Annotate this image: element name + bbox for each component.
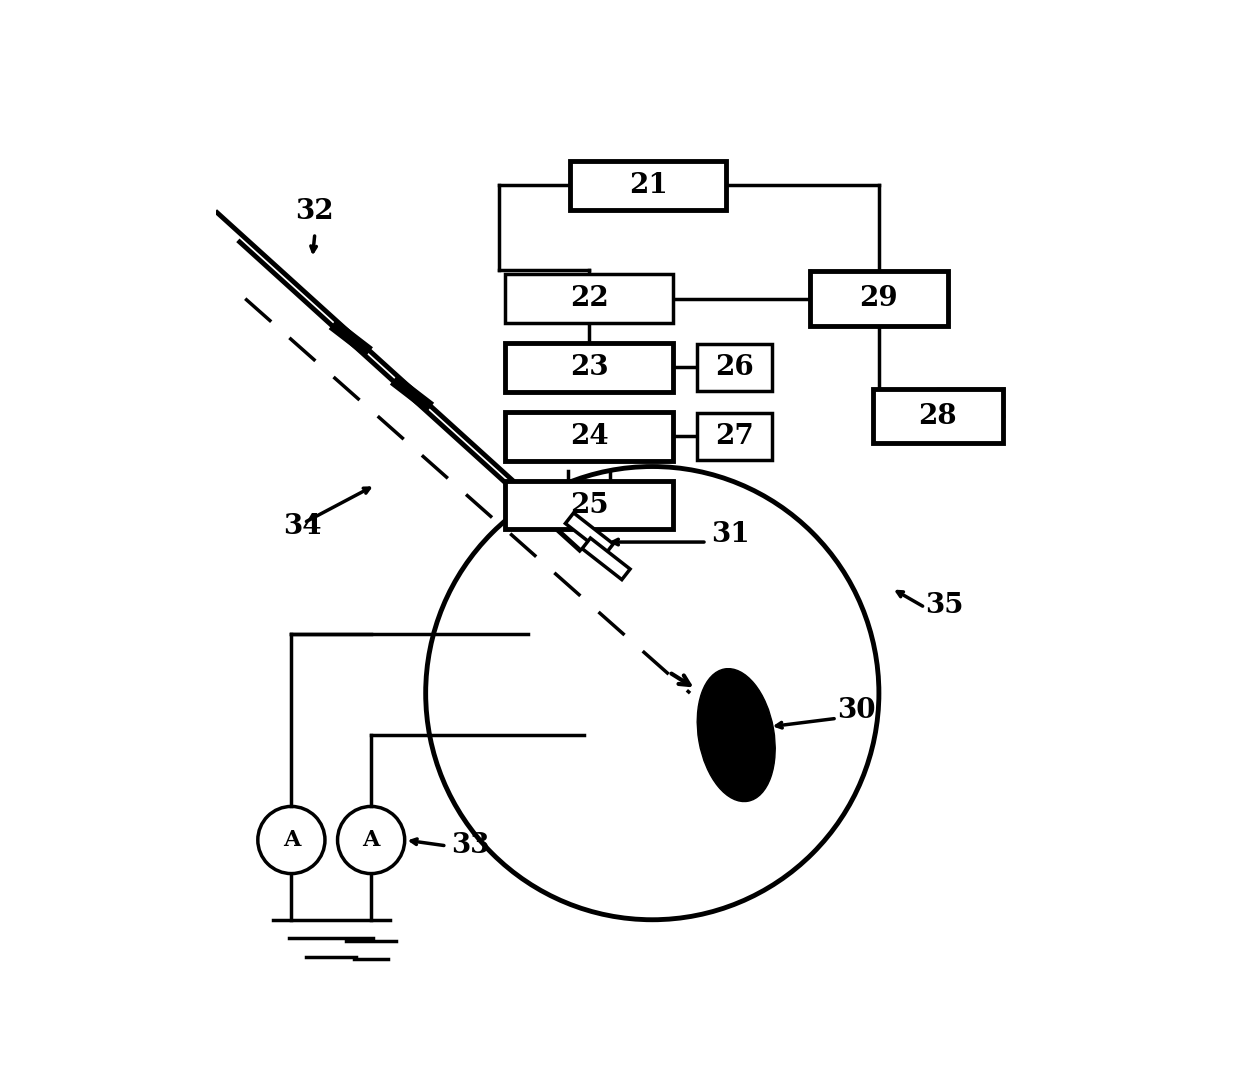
- Text: 24: 24: [570, 423, 609, 450]
- Bar: [506, 412, 673, 461]
- Text: 34: 34: [283, 512, 321, 540]
- Text: A: A: [362, 829, 379, 851]
- Bar: [697, 344, 773, 391]
- Bar: [506, 481, 673, 530]
- Bar: [873, 389, 1003, 444]
- Bar: [329, 319, 373, 358]
- Text: 29: 29: [859, 286, 898, 312]
- Bar: [582, 538, 630, 580]
- Text: 33: 33: [451, 832, 490, 859]
- Bar: [810, 271, 949, 326]
- Text: 28: 28: [919, 402, 957, 429]
- Text: 27: 27: [715, 423, 754, 450]
- Text: 22: 22: [570, 286, 609, 312]
- Text: 35: 35: [925, 592, 963, 619]
- Text: 21: 21: [629, 172, 667, 198]
- Text: 25: 25: [570, 492, 609, 519]
- Bar: [506, 343, 673, 391]
- Text: 26: 26: [715, 354, 754, 381]
- Text: 31: 31: [711, 521, 750, 548]
- Text: 32: 32: [295, 198, 335, 225]
- Bar: [506, 275, 673, 323]
- Bar: [389, 375, 434, 413]
- Bar: [565, 513, 614, 555]
- Text: 23: 23: [570, 354, 609, 381]
- Ellipse shape: [697, 668, 775, 801]
- Text: A: A: [283, 829, 300, 851]
- Bar: [697, 413, 773, 460]
- Bar: [570, 161, 725, 209]
- Text: 30: 30: [837, 698, 875, 725]
